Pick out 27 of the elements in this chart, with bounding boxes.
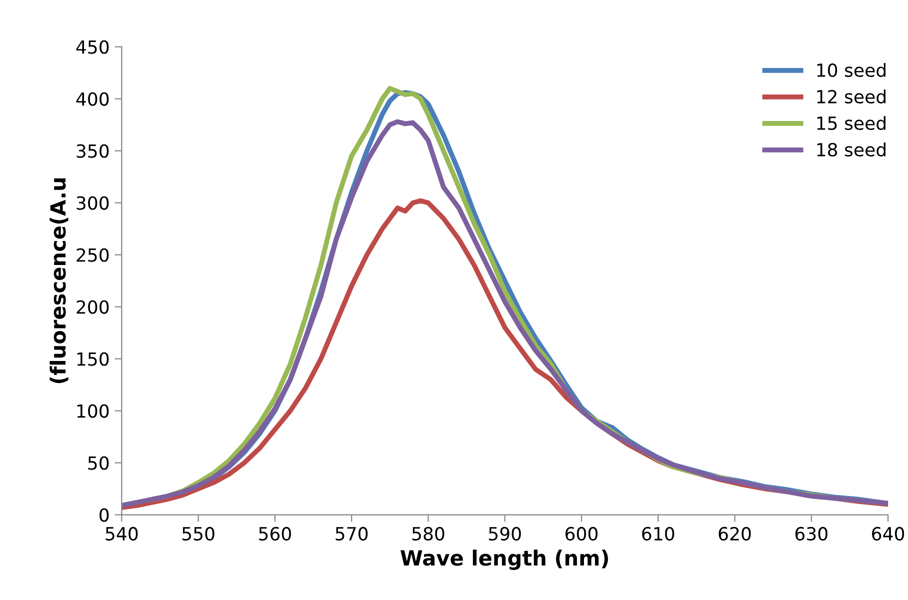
legend-label: 10 seed [817,63,886,78]
x-tick-label: 630 [795,526,828,541]
y-tick-label: 150 [77,352,109,366]
y-tick-label: 0 [100,508,109,522]
x-tick-label: 540 [106,526,138,541]
y-tick-label: 350 [76,144,109,158]
y-tick-label: 400 [76,92,109,106]
y-tick-label: 50 [88,456,109,470]
x-tick-label: 580 [412,526,444,541]
x-axis-title: Wave length (nm) [400,550,608,570]
x-tick-label: 640 [872,526,904,541]
x-tick-label: 620 [718,526,751,541]
y-tick-label: 250 [76,248,109,262]
x-tick-label: 610 [642,526,674,541]
legend-label: 18 seed [817,142,886,157]
y-tick-label: 100 [77,404,109,418]
x-tick-label: 570 [336,526,368,541]
x-tick-label: 590 [489,526,521,541]
legend-label: 12 seed [817,90,886,104]
y-tick-label: 200 [76,300,109,314]
x-tick-label: 550 [182,526,214,541]
y-axis-title: (fluorescence(A.u [50,178,68,384]
y-tick-label: 300 [76,196,109,210]
legend-label: 15 seed [817,116,886,130]
y-tick-label: 450 [76,40,109,54]
x-tick-label: 600 [566,526,598,541]
x-tick-label: 560 [259,526,291,541]
